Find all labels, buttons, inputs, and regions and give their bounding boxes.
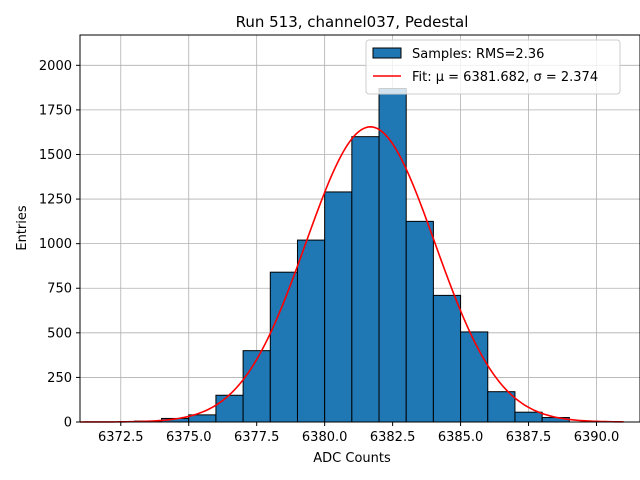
x-tick-label: 6387.5	[506, 430, 552, 445]
histogram-bar	[405, 220, 434, 423]
y-axis-ticks: 0 250 500 750 1000 1250 1500 1750 2000	[39, 59, 80, 431]
histogram-bar	[460, 331, 489, 423]
histogram-bar	[514, 411, 543, 423]
histogram-bar	[296, 239, 326, 423]
y-axis-title: Entries	[15, 205, 30, 251]
x-tick-label: 6390.0	[574, 430, 620, 445]
histogram-bar	[487, 391, 516, 423]
y-tick-label: 1750	[39, 103, 72, 118]
legend: Samples: RMS=2.36 Fit: μ = 6381.682, σ =…	[365, 39, 621, 95]
x-axis-ticks: 6372.5 6375.0 6377.5 6380.0 6382.5 6385.0 6387…	[98, 422, 619, 445]
x-tick-label: 6372.5	[98, 430, 144, 445]
histogram-bar	[215, 394, 244, 423]
x-tick-label: 6385.0	[438, 430, 484, 445]
histogram-bar	[269, 271, 298, 423]
legend-histogram-swatch	[372, 47, 402, 59]
legend-fit-label: Fit: μ = 6381.682, σ = 2.374	[412, 70, 598, 85]
x-axis-title: ADC Counts	[313, 451, 391, 466]
plot-frame	[79, 34, 640, 423]
x-tick-label: 6382.5	[370, 430, 416, 445]
x-tick-label: 6380.0	[302, 430, 348, 445]
histogram-bar	[324, 191, 353, 423]
y-tick-label: 2000	[39, 59, 72, 74]
legend-histogram-label: Samples: RMS=2.36	[412, 47, 544, 62]
y-tick-label: 0	[64, 416, 72, 431]
x-tick-label: 6375.0	[166, 430, 212, 445]
y-tick-label: 500	[47, 326, 72, 341]
y-tick-label: 750	[47, 282, 72, 297]
histogram-bar	[351, 136, 380, 423]
histogram-bars	[133, 88, 570, 423]
chart-title: Run 513, channel037, Pedestal	[236, 13, 469, 31]
legend-box	[365, 39, 621, 95]
y-tick-label: 1250	[39, 193, 72, 208]
y-tick-label: 1000	[39, 237, 72, 252]
y-tick-label: 1500	[39, 148, 72, 163]
histogram-bar	[242, 350, 271, 423]
histogram-bar	[432, 294, 462, 423]
y-tick-label: 250	[47, 371, 72, 386]
histogram-bar	[378, 88, 407, 423]
x-tick-label: 6377.5	[234, 430, 280, 445]
fit-curve	[80, 126, 624, 423]
